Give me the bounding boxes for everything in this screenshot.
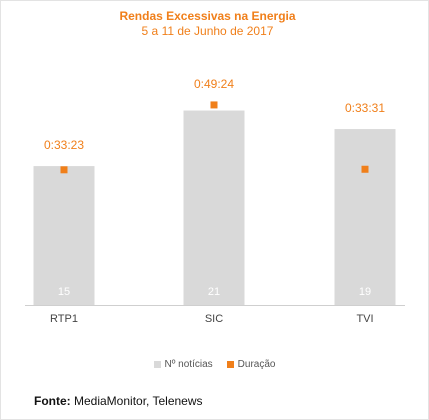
chart-title: Rendas Excessivas na Energia (119, 9, 296, 23)
source-note: Fonte: MediaMonitor, Telenews (34, 394, 203, 408)
source-text: MediaMonitor, Telenews (74, 394, 203, 408)
legend-label-duracao: Duração (237, 359, 276, 370)
legend-label-noticias: Nº notícias (164, 359, 213, 370)
source-label: Fonte: (34, 394, 71, 408)
legend-swatch-duracao (226, 361, 234, 368)
bar-noticias-sic (183, 110, 245, 305)
bar-value-label-rtp1: 15 (58, 286, 70, 298)
marker-duracao-rtp1 (60, 166, 68, 174)
bar-value-label-sic: 21 (208, 286, 220, 298)
legend-item-duracao[interactable]: Duração (226, 359, 276, 370)
duracao-label-rtp1: 0:33:23 (44, 138, 84, 152)
legend-swatch-noticias (153, 361, 161, 368)
duracao-label-tvi: 0:33:31 (345, 101, 385, 115)
legend-item-noticias[interactable]: Nº notícias (153, 359, 213, 370)
marker-duracao-sic (210, 101, 218, 109)
duracao-label-sic: 0:49:24 (194, 77, 234, 91)
marker-duracao-tvi (361, 165, 369, 173)
bar-noticias-rtp1 (33, 166, 95, 305)
x-tick-label-tvi: TVI (356, 313, 373, 325)
x-tick-label-rtp1: RTP1 (50, 313, 78, 325)
chart-legend: Nº notícias Duração (0, 359, 429, 370)
bar-noticias-tvi (334, 129, 396, 305)
chart-subtitle: 5 a 11 de Junho de 2017 (141, 24, 274, 38)
x-tick-label-sic: SIC (205, 313, 223, 325)
bar-value-label-tvi: 19 (359, 286, 371, 298)
